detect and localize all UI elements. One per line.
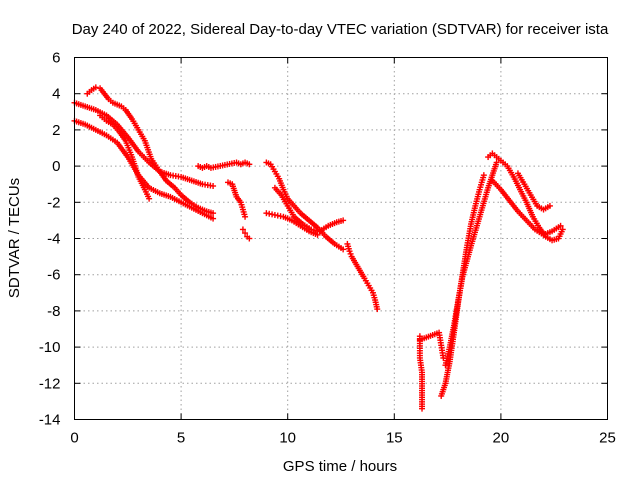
series-track-17: [489, 177, 564, 238]
series-track-6: [195, 159, 253, 171]
x-tick-label: 5: [177, 430, 185, 447]
y-tick-label: 4: [52, 86, 60, 103]
series-track-8: [239, 226, 253, 242]
y-tick-label: -6: [47, 267, 60, 284]
y-tick-label: 0: [52, 158, 60, 175]
chart-title: Day 240 of 2022, Sidereal Day-to-day VTE…: [72, 21, 609, 38]
plot-frame: [74, 57, 608, 420]
y-tick-label: 2: [52, 122, 60, 139]
series-track-7: [225, 179, 249, 220]
x-tick-label: 25: [599, 430, 616, 447]
series-track-18: [514, 170, 553, 213]
y-tick-label: -4: [47, 231, 60, 248]
x-axis-label: GPS time / hours: [283, 458, 397, 475]
y-tick-label: -14: [39, 412, 61, 429]
series-track-11: [263, 210, 321, 238]
series-track-12: [344, 240, 381, 313]
y-axis-label: SDTVAR / TECUs: [6, 178, 23, 298]
data-points: [71, 84, 566, 412]
series-track-9: [263, 159, 347, 253]
x-tick-label: 10: [279, 430, 296, 447]
x-tick-label: 0: [70, 430, 78, 447]
series-track-15: [442, 159, 500, 369]
series-track-13: [416, 329, 447, 412]
series-track-1: [71, 99, 217, 190]
grid: [74, 57, 608, 420]
y-tick-label: -8: [47, 303, 60, 320]
series-track-2: [71, 117, 217, 222]
y-tick-label: -12: [39, 375, 61, 392]
y-tick-label: 6: [52, 50, 60, 67]
series-track-5: [97, 112, 153, 202]
y-tick-label: -10: [39, 339, 61, 356]
series-track-4: [122, 106, 217, 217]
x-tick-label: 15: [386, 430, 403, 447]
x-tick-label: 20: [493, 430, 510, 447]
y-tick-label: -2: [47, 194, 60, 211]
